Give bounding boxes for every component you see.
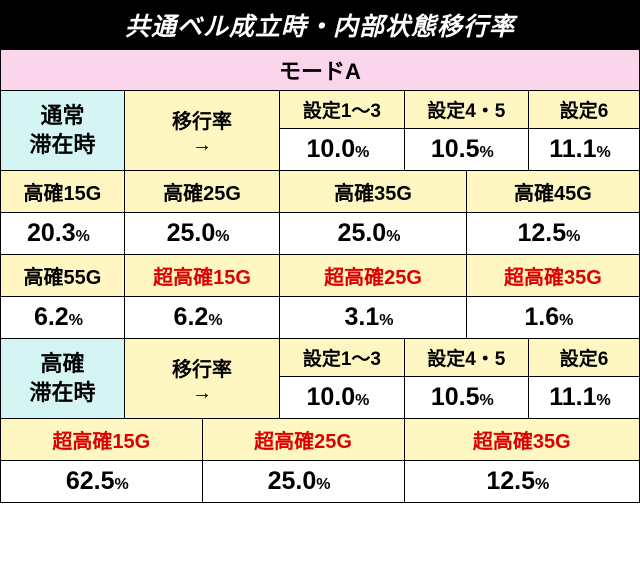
value-cell: 3.1%: [280, 297, 467, 339]
choukouka-header: 超高確25G: [280, 255, 467, 297]
value-cell: 25.0%: [124, 213, 279, 255]
value-cell: 20.3%: [1, 213, 125, 255]
state-line1: 高確: [40, 351, 84, 376]
table-title: 共通ベル成立時・内部状態移行率: [1, 1, 640, 50]
setting-header: 設定1〜3: [280, 91, 404, 129]
state-line1: 通常: [40, 103, 84, 128]
rate-line1: 移行率: [172, 359, 232, 381]
value-cell: 6.2%: [1, 297, 125, 339]
value-cell: 6.2%: [124, 297, 279, 339]
state-line2: 滞在時: [29, 132, 95, 157]
value-cell: 62.5%: [1, 461, 203, 503]
value-cell: 10.5%: [404, 377, 528, 419]
state-line2: 滞在時: [29, 380, 95, 405]
value-cell: 10.0%: [280, 129, 404, 171]
setting-header: 設定4・5: [404, 339, 528, 377]
transition-rate-table: 共通ベル成立時・内部状態移行率 モードA 通常 滞在時 移行率 → 設定1〜3 …: [0, 0, 640, 503]
kouka-header: 高確15G: [1, 171, 125, 213]
rate-label: 移行率 →: [124, 339, 279, 419]
kouka-header: 高確55G: [1, 255, 125, 297]
value-cell: 10.5%: [404, 129, 528, 171]
value-cell: 25.0%: [202, 461, 404, 503]
value-cell: 1.6%: [466, 297, 639, 339]
value-cell: 25.0%: [280, 213, 467, 255]
kouka-header: 高確35G: [280, 171, 467, 213]
rate-line2: →: [192, 382, 212, 404]
choukouka-header: 超高確35G: [404, 419, 639, 461]
setting-header: 設定6: [529, 339, 640, 377]
setting-header: 設定1〜3: [280, 339, 404, 377]
choukouka-header: 超高確15G: [1, 419, 203, 461]
value-cell: 12.5%: [404, 461, 639, 503]
kouka-header: 高確45G: [466, 171, 639, 213]
setting-header: 設定6: [529, 91, 640, 129]
value-cell: 11.1%: [529, 129, 640, 171]
rate-line1: 移行率: [172, 111, 232, 133]
setting-header: 設定4・5: [404, 91, 528, 129]
value-cell: 11.1%: [529, 377, 640, 419]
choukouka-header: 超高確15G: [124, 255, 279, 297]
rate-label: 移行率 →: [124, 91, 279, 171]
state-normal: 通常 滞在時: [1, 91, 125, 171]
value-cell: 12.5%: [466, 213, 639, 255]
choukouka-header: 超高確35G: [466, 255, 639, 297]
value-cell: 10.0%: [280, 377, 404, 419]
mode-label: モードA: [1, 50, 640, 91]
choukouka-header: 超高確25G: [202, 419, 404, 461]
kouka-header: 高確25G: [124, 171, 279, 213]
rate-line2: →: [192, 134, 212, 156]
state-kouka: 高確 滞在時: [1, 339, 125, 419]
